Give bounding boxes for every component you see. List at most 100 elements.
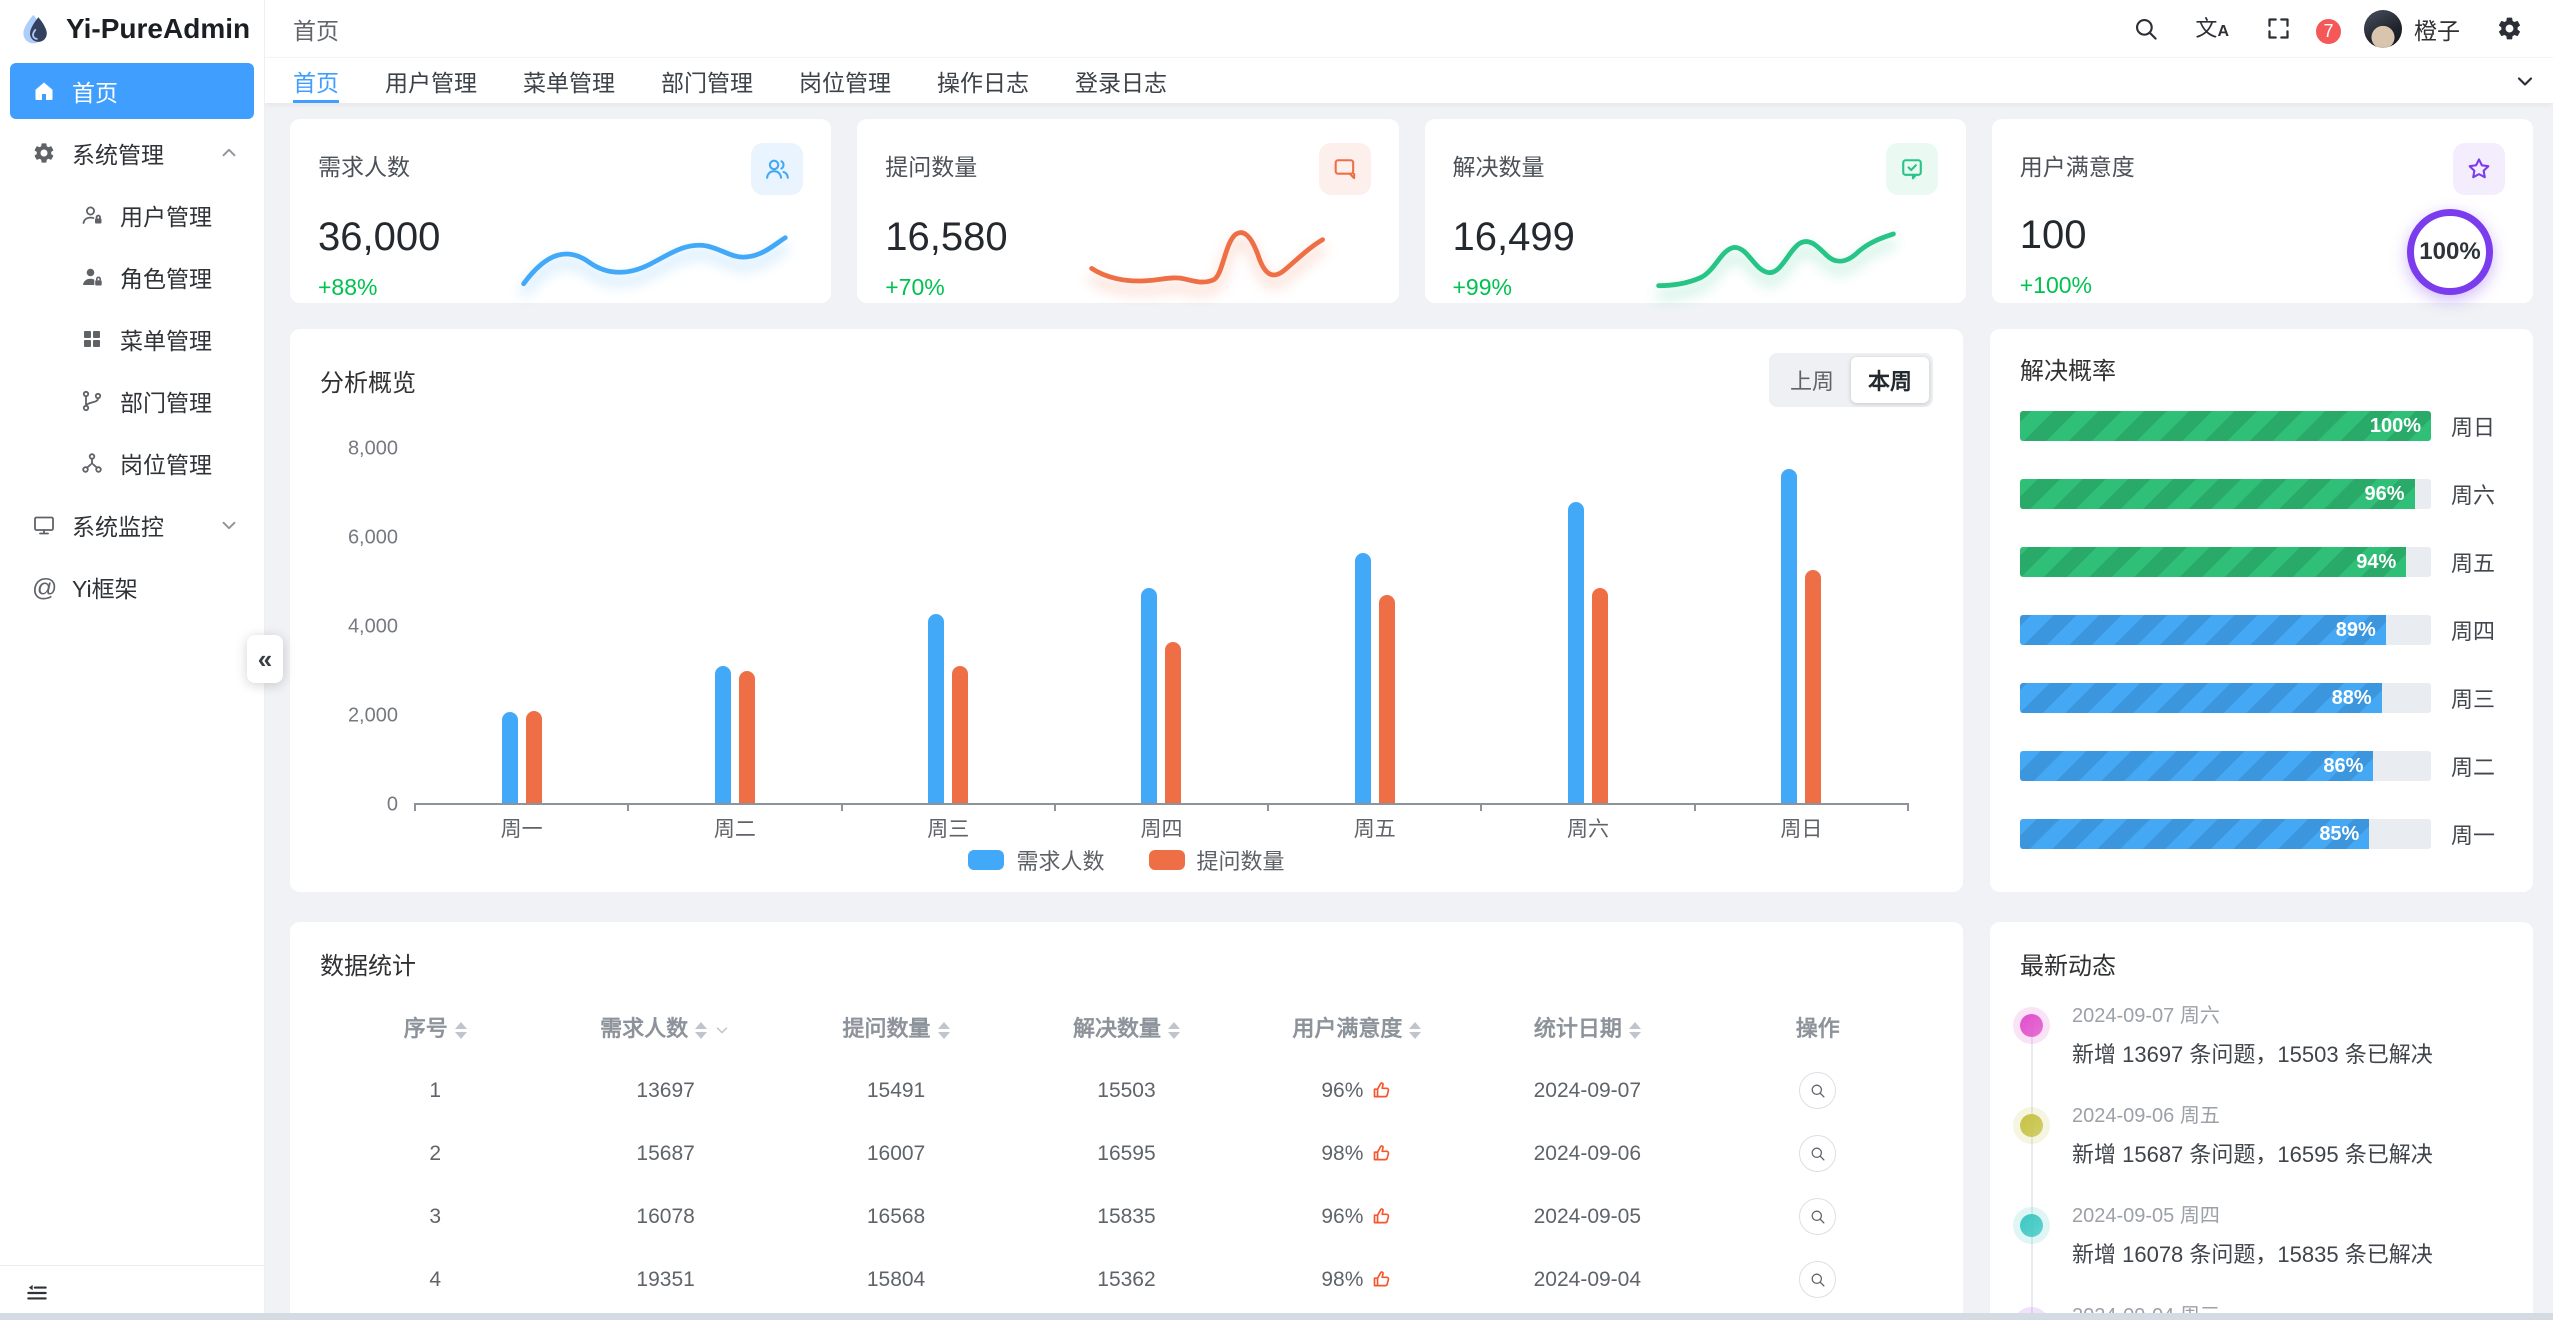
bar-提问数量[interactable] <box>1592 587 1609 803</box>
sidebar-item-系统管理[interactable]: 系统管理 <box>10 125 254 181</box>
date-cell: 2024-09-04 <box>1533 1267 1642 1291</box>
notification-badge: 7 <box>2314 16 2343 46</box>
progress-day-label: 周五 <box>2451 551 2496 576</box>
satisfaction-cell: 96% <box>1242 1185 1472 1248</box>
legend-item-提问数量[interactable]: 提问数量 <box>1148 844 1285 876</box>
column-header-序号[interactable]: 序号 <box>320 995 550 1059</box>
sidebar-item-用户管理[interactable]: 用户管理 <box>10 187 254 243</box>
row-detail-button[interactable] <box>1799 1198 1837 1235</box>
tab-用户管理[interactable]: 用户管理 <box>385 69 477 96</box>
sidebar-item-Yi框架[interactable]: @ Yi框架 <box>10 559 254 615</box>
bar-提问数量[interactable] <box>738 671 755 803</box>
satisfaction-value: 98% <box>1321 1268 1392 1292</box>
x-axis-tickmark <box>627 803 630 811</box>
sort-carets-icon[interactable] <box>1628 1021 1641 1039</box>
sparkline-blue <box>521 235 788 287</box>
sort-carets-icon[interactable] <box>1409 1021 1422 1039</box>
x-axis-tickmark <box>1693 803 1696 811</box>
bar-需求人数[interactable] <box>501 712 518 803</box>
tab-菜单管理[interactable]: 菜单管理 <box>523 69 615 96</box>
bar-group-周四 <box>1055 449 1268 803</box>
table-cell: 13697 <box>636 1078 695 1102</box>
column-header-解决数量[interactable]: 解决数量 <box>1011 995 1241 1059</box>
sort-carets-icon[interactable] <box>695 1021 708 1039</box>
bar-提问数量[interactable] <box>952 666 969 803</box>
sort-carets-icon[interactable] <box>1167 1021 1180 1039</box>
sidebar-item-角色管理[interactable]: 角色管理 <box>10 249 254 305</box>
sidebar-item-部门管理[interactable]: 部门管理 <box>10 373 254 429</box>
sidebar-item-菜单管理[interactable]: 菜单管理 <box>10 311 254 367</box>
sidebar-collapse-fab[interactable]: « <box>247 635 283 683</box>
sort-carets-icon[interactable] <box>454 1021 467 1039</box>
row-detail-button[interactable] <box>1799 1261 1837 1298</box>
bar-需求人数[interactable] <box>1781 468 1798 803</box>
tab-操作日志[interactable]: 操作日志 <box>937 69 1029 96</box>
table-row: 3 16078 16568 15835 96% 2024-09-05 <box>320 1185 1933 1248</box>
avatar <box>2364 9 2402 48</box>
chart-legend: 需求人数 提问数量 <box>290 844 1963 876</box>
branch-icon <box>80 389 104 413</box>
column-header-提问数量[interactable]: 提问数量 <box>781 995 1011 1059</box>
tab-部门管理[interactable]: 部门管理 <box>661 69 753 96</box>
timeline-item: 2024-09-05 周四 新增 16078 条问题，15835 条已解决 <box>2020 1199 2503 1320</box>
translate-icon[interactable]: 文A <box>2195 15 2229 41</box>
bar-提问数量[interactable] <box>525 710 542 803</box>
sidebar-item-首页[interactable]: 首页 <box>10 63 254 119</box>
table-title: 数据统计 <box>320 953 416 980</box>
sidebar-item-岗位管理[interactable]: 岗位管理 <box>10 435 254 491</box>
bar-提问数量[interactable] <box>1165 642 1182 803</box>
stat-card-bottom: 36,000 +88% <box>318 209 803 301</box>
tabs-more-chevron-icon[interactable] <box>2513 69 2537 93</box>
legend-swatch <box>968 850 1005 870</box>
stat-card-top: 解决数量 <box>1453 143 1938 195</box>
table-cell: 1 <box>429 1078 442 1102</box>
horizontal-scrollbar[interactable] <box>0 1313 2553 1320</box>
stat-card-bottom: 16,499 +99% <box>1453 209 1938 301</box>
y-axis-tick: 2,000 <box>347 704 398 727</box>
stat-cards-row: 需求人数 36,000 +88% 提问数量 16,580 +70% 解决数量 16,499 +9… <box>290 119 2533 303</box>
row-detail-button[interactable] <box>1799 1072 1837 1109</box>
legend-item-需求人数[interactable]: 需求人数 <box>968 844 1105 876</box>
sidebar-item-系统监控[interactable]: 系统监控 <box>10 497 254 553</box>
solve-row-周五: 94% 周五 <box>2020 546 2503 578</box>
app-logo[interactable]: Yi-PureAdmin <box>0 0 264 57</box>
column-filter-chevron-icon[interactable] <box>713 1021 731 1039</box>
stat-delta: +88% <box>318 274 378 300</box>
sidebar-item-label: Yi框架 <box>72 576 138 602</box>
fullscreen-icon[interactable] <box>2265 15 2292 42</box>
bar-需求人数[interactable] <box>1354 553 1371 803</box>
sidebar-footer <box>0 1265 264 1320</box>
sort-carets-icon[interactable] <box>937 1021 950 1039</box>
bar-需求人数[interactable] <box>714 665 731 803</box>
column-header-统计日期[interactable]: 统计日期 <box>1472 995 1702 1059</box>
x-axis-label: 周五 <box>1353 818 1396 841</box>
column-header-需求人数[interactable]: 需求人数 <box>550 995 780 1059</box>
menu-fold-icon[interactable] <box>24 1280 50 1306</box>
bar-需求人数[interactable] <box>928 614 945 803</box>
statistics-table: 序号 需求人数 提问数量 解决数量 用户满意度 统计日期 操作 1 13697 15491 155… <box>320 995 1933 1320</box>
settings-gear-icon[interactable] <box>2496 15 2523 42</box>
timeline-text: 新增 13697 条问题，15503 条已解决 <box>2072 1042 2433 1067</box>
row-detail-button[interactable] <box>1799 1135 1837 1172</box>
search-icon[interactable] <box>2132 15 2159 42</box>
toggle-上周[interactable]: 上周 <box>1773 357 1851 403</box>
solve-row-周四: 89% 周四 <box>2020 614 2503 646</box>
tab-登录日志[interactable]: 登录日志 <box>1075 69 1167 96</box>
column-header-用户满意度[interactable]: 用户满意度 <box>1242 995 1472 1059</box>
x-axis-label: 周四 <box>1140 818 1183 841</box>
user-menu[interactable]: 橙子 <box>2364 9 2460 48</box>
bar-需求人数[interactable] <box>1141 588 1158 803</box>
bar-需求人数[interactable] <box>1568 502 1585 803</box>
stat-value: 16,499 <box>1452 215 1575 259</box>
timeline-date: 2024-09-07 周六 <box>2072 1005 2220 1027</box>
bar-group-周三 <box>842 449 1055 803</box>
bar-提问数量[interactable] <box>1378 595 1395 803</box>
tab-岗位管理[interactable]: 岗位管理 <box>799 69 891 96</box>
bar-提问数量[interactable] <box>1805 569 1822 803</box>
legend-label: 需求人数 <box>1016 849 1105 874</box>
toggle-本周[interactable]: 本周 <box>1850 357 1929 403</box>
timeline-dot <box>2020 1014 2043 1037</box>
tab-首页[interactable]: 首页 <box>293 58 339 103</box>
progress-track: 94% <box>2020 547 2431 577</box>
stat-card-title: 用户满意度 <box>2019 154 2135 180</box>
